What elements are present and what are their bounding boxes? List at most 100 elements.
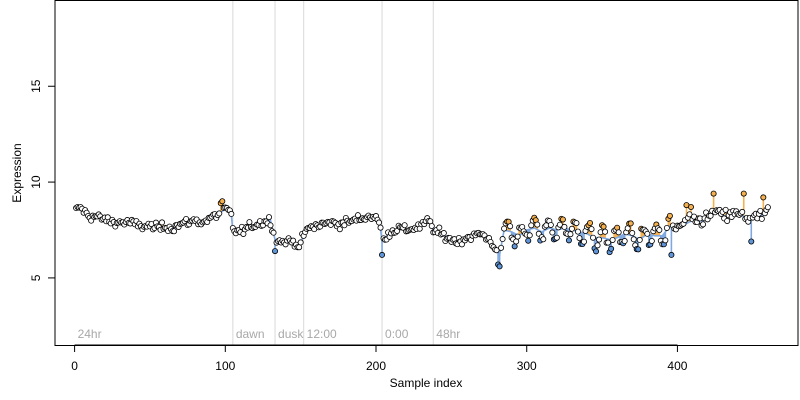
data-point (574, 228, 581, 235)
data-point (376, 219, 383, 226)
data-point (440, 230, 447, 237)
data-point (593, 248, 600, 255)
data-point (297, 239, 304, 246)
data-point (576, 235, 583, 242)
y-tick-label: 10 (29, 175, 43, 189)
x-tick-label: 300 (517, 359, 537, 373)
data-point (621, 238, 628, 245)
data-point (336, 226, 343, 233)
data-point (668, 251, 675, 258)
data-point (663, 224, 670, 231)
data-point (513, 238, 520, 245)
data-point (635, 246, 642, 253)
data-point (549, 229, 556, 236)
data-point (171, 228, 178, 235)
data-point (511, 243, 518, 250)
x-axis: 0 100 200 300 400 (71, 344, 688, 373)
data-point (534, 221, 541, 228)
data-point (341, 222, 348, 229)
data-point (159, 219, 166, 226)
data-point (748, 238, 755, 245)
data-point (436, 224, 443, 231)
data-point (724, 217, 731, 224)
data-point (648, 237, 655, 244)
data-point (627, 220, 634, 227)
data-point (630, 236, 637, 243)
data-point (377, 224, 384, 231)
data-point (493, 247, 500, 254)
data-point (760, 194, 767, 201)
data-point (700, 221, 707, 228)
data-point (573, 220, 580, 227)
y-axis: 5 10 15 (29, 79, 56, 281)
data-point (266, 214, 273, 221)
y-tick-label: 5 (29, 274, 43, 281)
data-point (609, 236, 616, 243)
data-point (605, 239, 612, 246)
data-point (296, 244, 303, 251)
data-point (757, 207, 764, 214)
data-point (401, 222, 408, 229)
data-point (496, 263, 503, 270)
data-point (394, 227, 401, 234)
region-label: dusk (278, 327, 304, 341)
x-tick-label: 400 (667, 359, 687, 373)
data-point (553, 234, 560, 241)
y-axis-label: Expression (10, 143, 24, 202)
data-point (267, 222, 274, 229)
data-point (216, 210, 223, 217)
data-point (428, 223, 435, 230)
data-point (272, 248, 279, 255)
data-point (499, 236, 506, 243)
data-point (559, 216, 566, 223)
region-divider-lines (232, 0, 434, 345)
x-axis-label: Sample index (390, 376, 463, 390)
data-point (615, 229, 622, 236)
region-label: 24hr (78, 327, 102, 341)
data-point (507, 223, 514, 230)
data-point (739, 208, 746, 215)
data-point (501, 225, 508, 232)
data-point (722, 206, 729, 213)
data-point (219, 198, 226, 205)
data-point (290, 237, 297, 244)
y-tick-label: 15 (29, 79, 43, 93)
data-point (707, 212, 714, 219)
data-point (710, 190, 717, 197)
data-point (379, 251, 386, 258)
data-point (588, 226, 595, 233)
x-tick-label: 200 (366, 359, 386, 373)
data-point (594, 242, 601, 249)
data-point (687, 203, 694, 210)
data-point (636, 236, 643, 243)
x-tick-label: 100 (215, 359, 235, 373)
data-point (740, 190, 747, 197)
data-point (540, 236, 547, 243)
data-point (183, 215, 190, 222)
data-point (587, 219, 594, 226)
data-point (764, 204, 771, 211)
data-point (525, 237, 532, 244)
data-point (526, 232, 533, 239)
region-labels: 24hr dawn dusk 12:00 0:00 48hr (78, 327, 461, 341)
data-point (666, 212, 673, 219)
region-label: dawn (236, 327, 265, 341)
data-point (228, 210, 235, 217)
data-point (498, 244, 505, 251)
data-point (568, 225, 575, 232)
data-point (596, 236, 603, 243)
region-label: 48hr (436, 327, 460, 341)
data-point (580, 238, 587, 245)
data-point (600, 223, 607, 230)
data-point (514, 233, 521, 240)
data-point (246, 219, 253, 226)
x-tick-label: 0 (71, 359, 78, 373)
data-point (547, 221, 554, 228)
data-point (656, 227, 663, 234)
data-point (608, 245, 615, 252)
data-point (629, 230, 636, 237)
data-point (270, 229, 277, 236)
data-points (73, 190, 771, 270)
data-point (590, 234, 597, 241)
